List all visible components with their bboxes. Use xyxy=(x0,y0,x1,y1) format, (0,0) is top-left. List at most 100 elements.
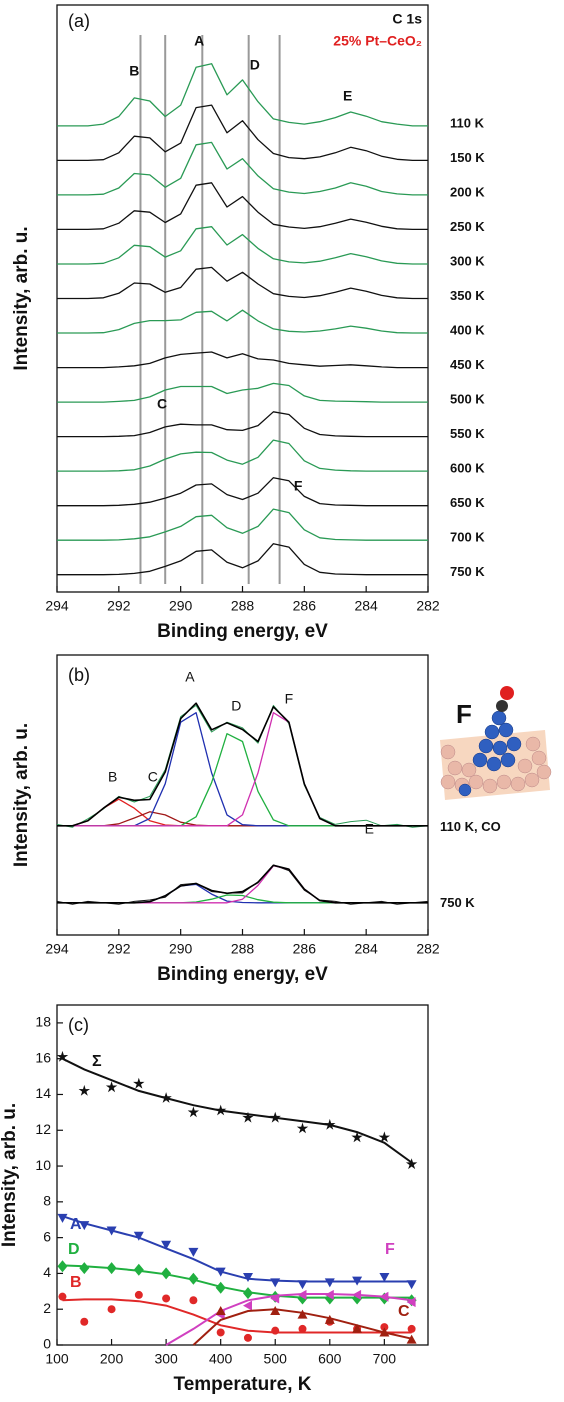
trace-label: 400 K xyxy=(450,322,485,337)
panel-label: (b) xyxy=(68,665,90,685)
point xyxy=(351,1131,363,1143)
point xyxy=(161,1240,172,1250)
y-axis-title: Intensity, arb. u. xyxy=(11,723,32,867)
point xyxy=(215,1306,226,1315)
spectrum xyxy=(57,411,428,438)
x-tick-label: 290 xyxy=(169,941,193,957)
point xyxy=(106,1262,117,1275)
x-tick-label: 200 xyxy=(100,1351,124,1367)
point xyxy=(298,1324,307,1333)
x-tick-label: 300 xyxy=(154,1351,178,1367)
peak-label: D xyxy=(250,57,260,73)
x-tick-label: 294 xyxy=(45,598,69,614)
point xyxy=(405,1158,418,1170)
x-tick-label: 284 xyxy=(354,941,378,957)
point xyxy=(56,1050,69,1062)
point xyxy=(379,1291,389,1302)
x-tick-label: 294 xyxy=(45,941,69,957)
series-label: Σ xyxy=(92,1053,102,1070)
point xyxy=(352,1323,363,1333)
trace-label: 750 K xyxy=(450,564,485,579)
trace-label: 550 K xyxy=(450,426,485,441)
point xyxy=(79,1221,90,1231)
spectrum xyxy=(57,864,428,904)
y-tick-label: 14 xyxy=(35,1085,51,1101)
point xyxy=(378,1131,391,1143)
point xyxy=(189,1296,198,1305)
x-tick-label: 284 xyxy=(354,598,378,614)
plot-frame xyxy=(56,4,429,593)
trace-label: 200 K xyxy=(450,184,485,199)
peak-label: C xyxy=(148,769,158,785)
point xyxy=(243,1300,252,1311)
oxygen-atom xyxy=(500,686,514,700)
point xyxy=(57,1213,68,1223)
x-axis-title: Temperature, K xyxy=(174,1374,312,1395)
panel-label: (a) xyxy=(68,11,90,31)
y-tick-label: 4 xyxy=(43,1264,51,1280)
point xyxy=(79,1262,90,1275)
series-label: B xyxy=(70,1274,82,1291)
panel-label: (c) xyxy=(68,1015,89,1035)
x-tick-label: 286 xyxy=(293,941,317,957)
peak-label: C xyxy=(157,396,167,412)
point xyxy=(243,1287,253,1300)
y-tick-label: 2 xyxy=(43,1300,51,1316)
point xyxy=(297,1289,307,1300)
point xyxy=(187,1106,200,1118)
spectrum xyxy=(57,439,428,472)
fit-line xyxy=(62,1057,413,1164)
y-tick-label: 0 xyxy=(43,1336,51,1352)
peak-label: E xyxy=(365,821,374,837)
point xyxy=(215,1281,226,1294)
point xyxy=(57,1260,68,1273)
peak-label: B xyxy=(108,769,117,785)
x-tick-label: 282 xyxy=(416,941,440,957)
trace-label: 500 K xyxy=(450,392,485,407)
x-tick-label: 292 xyxy=(107,598,131,614)
point xyxy=(352,1289,362,1300)
y-axis-title: Intensity, arb. u. xyxy=(0,1103,20,1247)
y-tick-label: 18 xyxy=(35,1014,51,1030)
molecule-inset: F xyxy=(440,686,552,800)
point xyxy=(215,1267,226,1277)
point xyxy=(406,1297,416,1308)
point xyxy=(271,1326,280,1335)
point xyxy=(242,1111,254,1123)
trace-label: 350 K xyxy=(450,288,485,303)
peak-label: A xyxy=(194,33,204,49)
y-axis-title: Intensity, arb. u. xyxy=(11,226,32,370)
point xyxy=(188,1247,199,1257)
x-tick-label: 288 xyxy=(231,598,255,614)
trace-label: 250 K xyxy=(450,219,485,234)
point xyxy=(297,1309,308,1319)
y-tick-label: 6 xyxy=(43,1228,51,1244)
spectrum xyxy=(56,704,429,828)
spectrum xyxy=(56,864,429,905)
pt-atoms xyxy=(458,710,522,797)
point xyxy=(162,1294,171,1303)
spectrum xyxy=(57,382,428,403)
point xyxy=(243,1333,252,1342)
point xyxy=(352,1276,363,1286)
spectrum xyxy=(57,182,428,231)
x-tick-label: 288 xyxy=(231,941,255,957)
trace-label: 110 K, CO xyxy=(440,819,501,834)
series-label: A xyxy=(70,1216,82,1233)
x-tick-label: 100 xyxy=(45,1351,69,1367)
annotation: C 1s xyxy=(392,11,422,27)
carbon-atom xyxy=(496,700,508,712)
ceria-atoms xyxy=(440,736,552,794)
trace-label: 450 K xyxy=(450,357,485,372)
spectrum xyxy=(57,477,428,507)
x-tick-label: 700 xyxy=(373,1351,397,1367)
point xyxy=(269,1111,281,1123)
point xyxy=(296,1122,309,1134)
series-label: D xyxy=(68,1241,80,1258)
point xyxy=(406,1334,417,1344)
point xyxy=(215,1104,227,1116)
spectrum xyxy=(57,865,428,904)
point xyxy=(78,1084,90,1096)
spectrum xyxy=(57,543,428,576)
inset-label: F xyxy=(456,699,472,729)
